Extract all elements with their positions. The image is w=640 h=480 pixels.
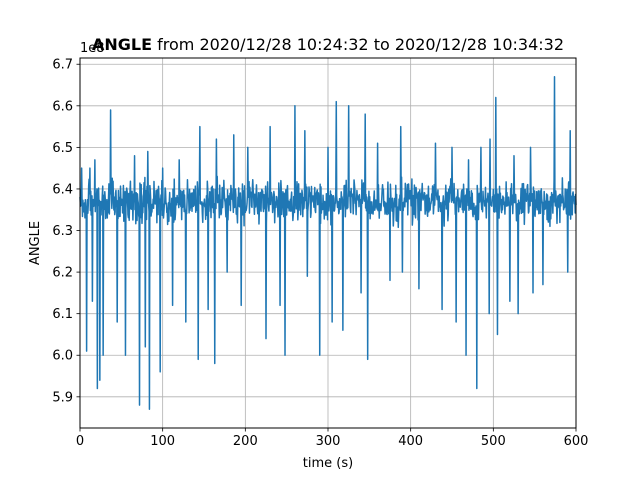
chart-title-bold: ANGLE	[92, 35, 152, 54]
x-axis: 0 100 200 300 400 500 600	[76, 428, 589, 449]
chart-title: ANGLE from 2020/12/28 10:24:32 to 2020/1…	[92, 35, 564, 54]
y-offset-label: 1e8	[80, 41, 105, 56]
y-tick-label: 6.1	[52, 307, 73, 322]
x-tick-label: 200	[233, 434, 258, 449]
y-axis: 5.9 6.0 6.1 6.2 6.3 6.4 6.5 6.6 6.7	[52, 58, 80, 405]
y-tick-label: 5.9	[52, 390, 73, 405]
x-tick-label: 300	[316, 434, 341, 449]
x-tick-label: 400	[398, 434, 423, 449]
y-axis-label: ANGLE	[28, 221, 43, 265]
y-tick-label: 6.5	[52, 141, 73, 156]
y-tick-label: 6.0	[52, 349, 73, 364]
series-group	[79, 75, 577, 411]
x-tick-label: 100	[150, 434, 175, 449]
y-tick-label: 6.4	[52, 182, 73, 197]
y-tick-label: 6.7	[52, 58, 73, 73]
y-tick-label: 6.2	[52, 266, 73, 281]
y-tick-label: 6.3	[52, 224, 73, 239]
chart-title-rest: from 2020/12/28 10:24:32 to 2020/12/28 1…	[152, 35, 564, 54]
x-tick-label: 600	[564, 434, 589, 449]
series-line	[79, 75, 577, 411]
x-axis-label: time (s)	[303, 456, 353, 471]
x-tick-label: 500	[481, 434, 506, 449]
x-tick-label: 0	[76, 434, 84, 449]
y-tick-label: 6.6	[52, 99, 73, 114]
